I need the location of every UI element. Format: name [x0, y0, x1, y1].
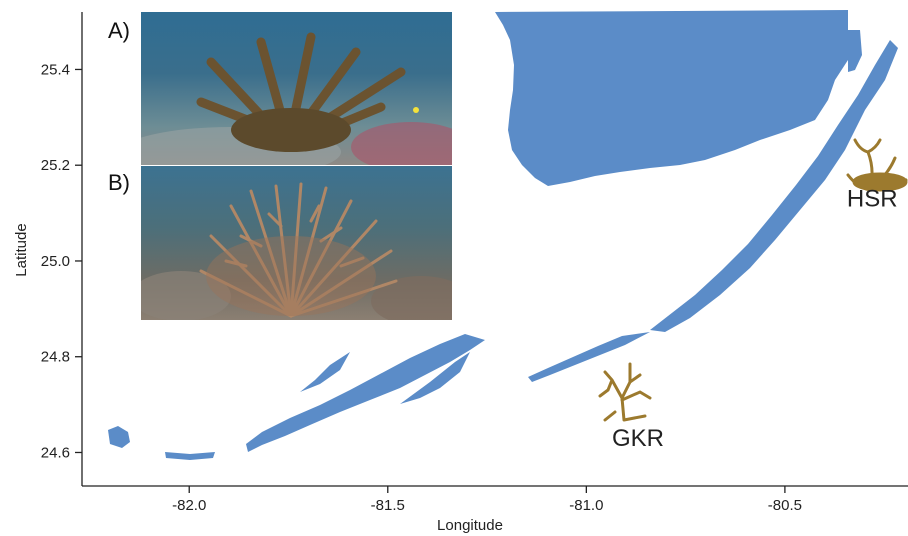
mainland-florida [495, 10, 848, 186]
staghorn-coral-photo [141, 182, 452, 320]
lower-keys-inner [400, 352, 470, 404]
x-tick-label: -80.5 [768, 497, 802, 514]
y-tick-label: 25.0 [41, 253, 70, 270]
elkhorn-coral-photo [141, 32, 452, 165]
x-axis-title: Longitude [437, 517, 503, 534]
x-tick-label: -81.5 [371, 497, 405, 514]
marquesas [108, 426, 130, 448]
lower-keys-west [300, 352, 350, 392]
site-label-gkr: GKR [612, 425, 664, 452]
axes [81, 12, 908, 487]
land-layer [108, 10, 898, 460]
y-tick-label: 25.4 [41, 61, 70, 78]
mainland-east-edge [848, 30, 862, 72]
panel-label-a: A) [108, 18, 130, 43]
site-label-hsr: HSR [847, 186, 898, 213]
lower-keys-band [246, 334, 485, 452]
y-tick-label: 24.6 [41, 444, 70, 461]
middle-keys [528, 332, 650, 382]
upper-keys [650, 40, 898, 332]
y-tick-label: 25.2 [41, 157, 70, 174]
y-ticks: 24.6 24.8 25.0 25.2 25.4 [41, 61, 82, 461]
y-tick-label: 24.8 [41, 349, 70, 366]
key-west-islets [165, 452, 215, 460]
coral-icon-hsr [846, 138, 908, 192]
coral-icon-gkr [598, 362, 652, 422]
panel-label-b: B) [108, 170, 130, 195]
x-ticks: -82.0 -81.5 -81.0 -80.5 [172, 486, 802, 514]
x-tick-label: -82.0 [172, 497, 206, 514]
site-labels: HSR GKR [612, 186, 898, 452]
x-tick-label: -81.0 [569, 497, 603, 514]
photo-panel-b [141, 166, 452, 320]
photo-panel-a [141, 12, 452, 165]
y-axis-title: Latitude [13, 223, 30, 276]
